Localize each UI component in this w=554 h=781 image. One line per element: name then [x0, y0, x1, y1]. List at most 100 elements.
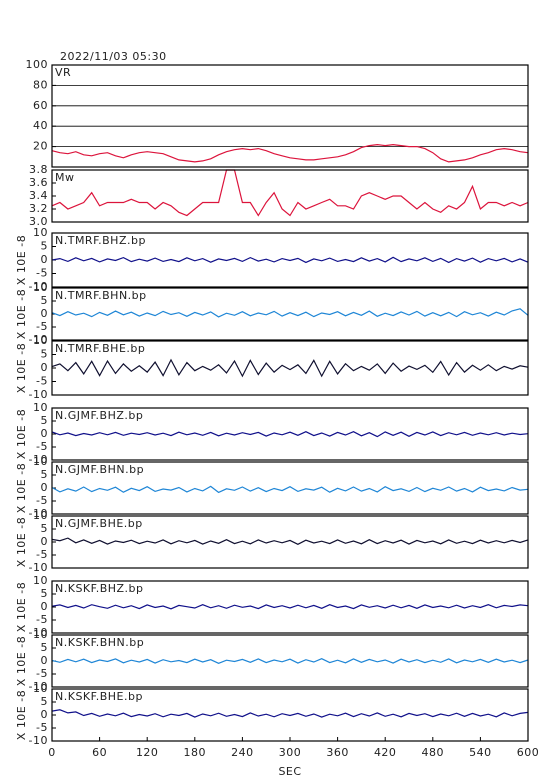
y-axis-label: X 10E -8: [15, 636, 28, 686]
chart-title: 2022/11/03 05:30: [60, 50, 167, 63]
y-tick-label: 80: [33, 78, 48, 91]
panel-label: Mw: [55, 171, 75, 184]
trace: [51, 431, 529, 438]
trace: [51, 709, 529, 718]
y-tick-label: 0: [41, 708, 49, 721]
y-tick-label: 5: [41, 587, 49, 600]
x-tick-label: 540: [469, 746, 492, 759]
panel-frame: [51, 64, 529, 168]
y-tick-label: 5: [41, 468, 49, 481]
y-tick-label: 3.8: [29, 163, 48, 176]
panel-frame: [51, 580, 529, 634]
y-tick-label: 0: [41, 307, 49, 320]
y-tick-label: 0: [41, 535, 49, 548]
y-tick-label: 10: [33, 455, 48, 468]
trace: [51, 143, 529, 163]
y-tick-label: 5: [41, 348, 49, 361]
y-tick-label: -10: [29, 388, 48, 401]
trace: [51, 537, 529, 545]
y-tick-label: -5: [36, 267, 48, 280]
panel-frame: [51, 515, 529, 569]
y-axis-label: X 10E -8: [15, 289, 28, 339]
x-tick-label: 300: [279, 746, 302, 759]
y-tick-label: -5: [36, 320, 48, 333]
y-tick-label: 3.0: [29, 215, 48, 228]
trace: [51, 485, 529, 494]
x-tick-label: 180: [184, 746, 207, 759]
y-tick-label: 10: [33, 509, 48, 522]
x-tick-label: 480: [422, 746, 445, 759]
y-tick-label: 10: [33, 574, 48, 587]
y-tick-label: -10: [29, 507, 48, 520]
y-tick-label: 0: [41, 361, 49, 374]
y-tick-label: -5: [36, 548, 48, 561]
y-tick-label: 5: [41, 695, 49, 708]
trace: [51, 358, 529, 378]
y-tick-label: 5: [41, 414, 49, 427]
y-tick-label: -5: [36, 613, 48, 626]
y-tick-label: 3.4: [29, 189, 48, 202]
y-tick-label: -5: [36, 667, 48, 680]
y-tick-label: 60: [33, 99, 48, 112]
y-tick-label: -5: [36, 494, 48, 507]
y-tick-label: -10: [29, 680, 48, 693]
panel-frame: [51, 688, 529, 742]
y-axis-label: X 10E -8: [15, 463, 28, 513]
y-tick-label: 5: [41, 240, 49, 253]
panel-label: N.GJMF.BHN.bp: [55, 463, 144, 476]
y-axis-label: X 10E -8: [15, 409, 28, 459]
y-tick-label: -10: [29, 333, 48, 346]
y-tick-label: 100: [26, 58, 49, 71]
trace: [51, 658, 529, 664]
y-tick-label: 3.6: [29, 176, 48, 189]
y-tick-label: 0: [41, 600, 49, 613]
y-tick-label: 10: [33, 401, 48, 414]
y-tick-label: 10: [33, 334, 48, 347]
trace: [51, 604, 529, 610]
panel-frame: [51, 407, 529, 461]
x-tick-label: 360: [326, 746, 349, 759]
panel-frame: [51, 634, 529, 688]
panel-label: VR: [55, 66, 71, 79]
x-tick-label: 120: [136, 746, 159, 759]
y-tick-label: 10: [33, 628, 48, 641]
x-tick-label: 0: [48, 746, 56, 759]
y-tick-label: 40: [33, 119, 48, 132]
y-axis-label: X 10E -8: [15, 582, 28, 632]
y-tick-label: 10: [33, 682, 48, 695]
y-tick-label: -10: [29, 453, 48, 466]
x-tick-label: 600: [517, 746, 540, 759]
y-tick-label: 0: [41, 427, 49, 440]
y-tick-label: -5: [36, 375, 48, 388]
y-tick-label: 0: [41, 253, 49, 266]
panel-label: N.GJMF.BHE.bp: [55, 517, 143, 530]
panel-label: N.GJMF.BHZ.bp: [55, 409, 143, 422]
panel-label: N.TMRF.BHN.bp: [55, 289, 147, 302]
y-tick-label: 10: [33, 226, 48, 239]
trace: [51, 169, 529, 217]
y-tick-label: 5: [41, 522, 49, 535]
y-tick-label: 5: [41, 641, 49, 654]
y-tick-label: -5: [36, 721, 48, 734]
trace: [51, 308, 529, 318]
y-tick-label: 0: [41, 481, 49, 494]
panel-frame: [51, 169, 529, 223]
y-tick-label: -10: [29, 734, 48, 747]
y-tick-label: 10: [33, 281, 48, 294]
panel-label: N.TMRF.BHZ.bp: [55, 234, 146, 247]
y-tick-label: 3.2: [29, 202, 48, 215]
y-tick-label: -10: [29, 626, 48, 639]
y-axis-label: X 10E -8: [15, 690, 28, 740]
y-axis-label: X 10E -8: [15, 517, 28, 567]
x-tick-label: 420: [374, 746, 397, 759]
panel-frame: [51, 232, 529, 288]
panel-frame: [51, 340, 529, 396]
y-tick-label: -5: [36, 440, 48, 453]
panel-frame: [51, 461, 529, 515]
y-tick-label: -10: [29, 561, 48, 574]
panel-frame: [51, 287, 529, 341]
panel-label: N.KSKF.BHZ.bp: [55, 582, 144, 595]
trace: [51, 256, 529, 264]
panel-label: N.TMRF.BHE.bp: [55, 342, 145, 355]
